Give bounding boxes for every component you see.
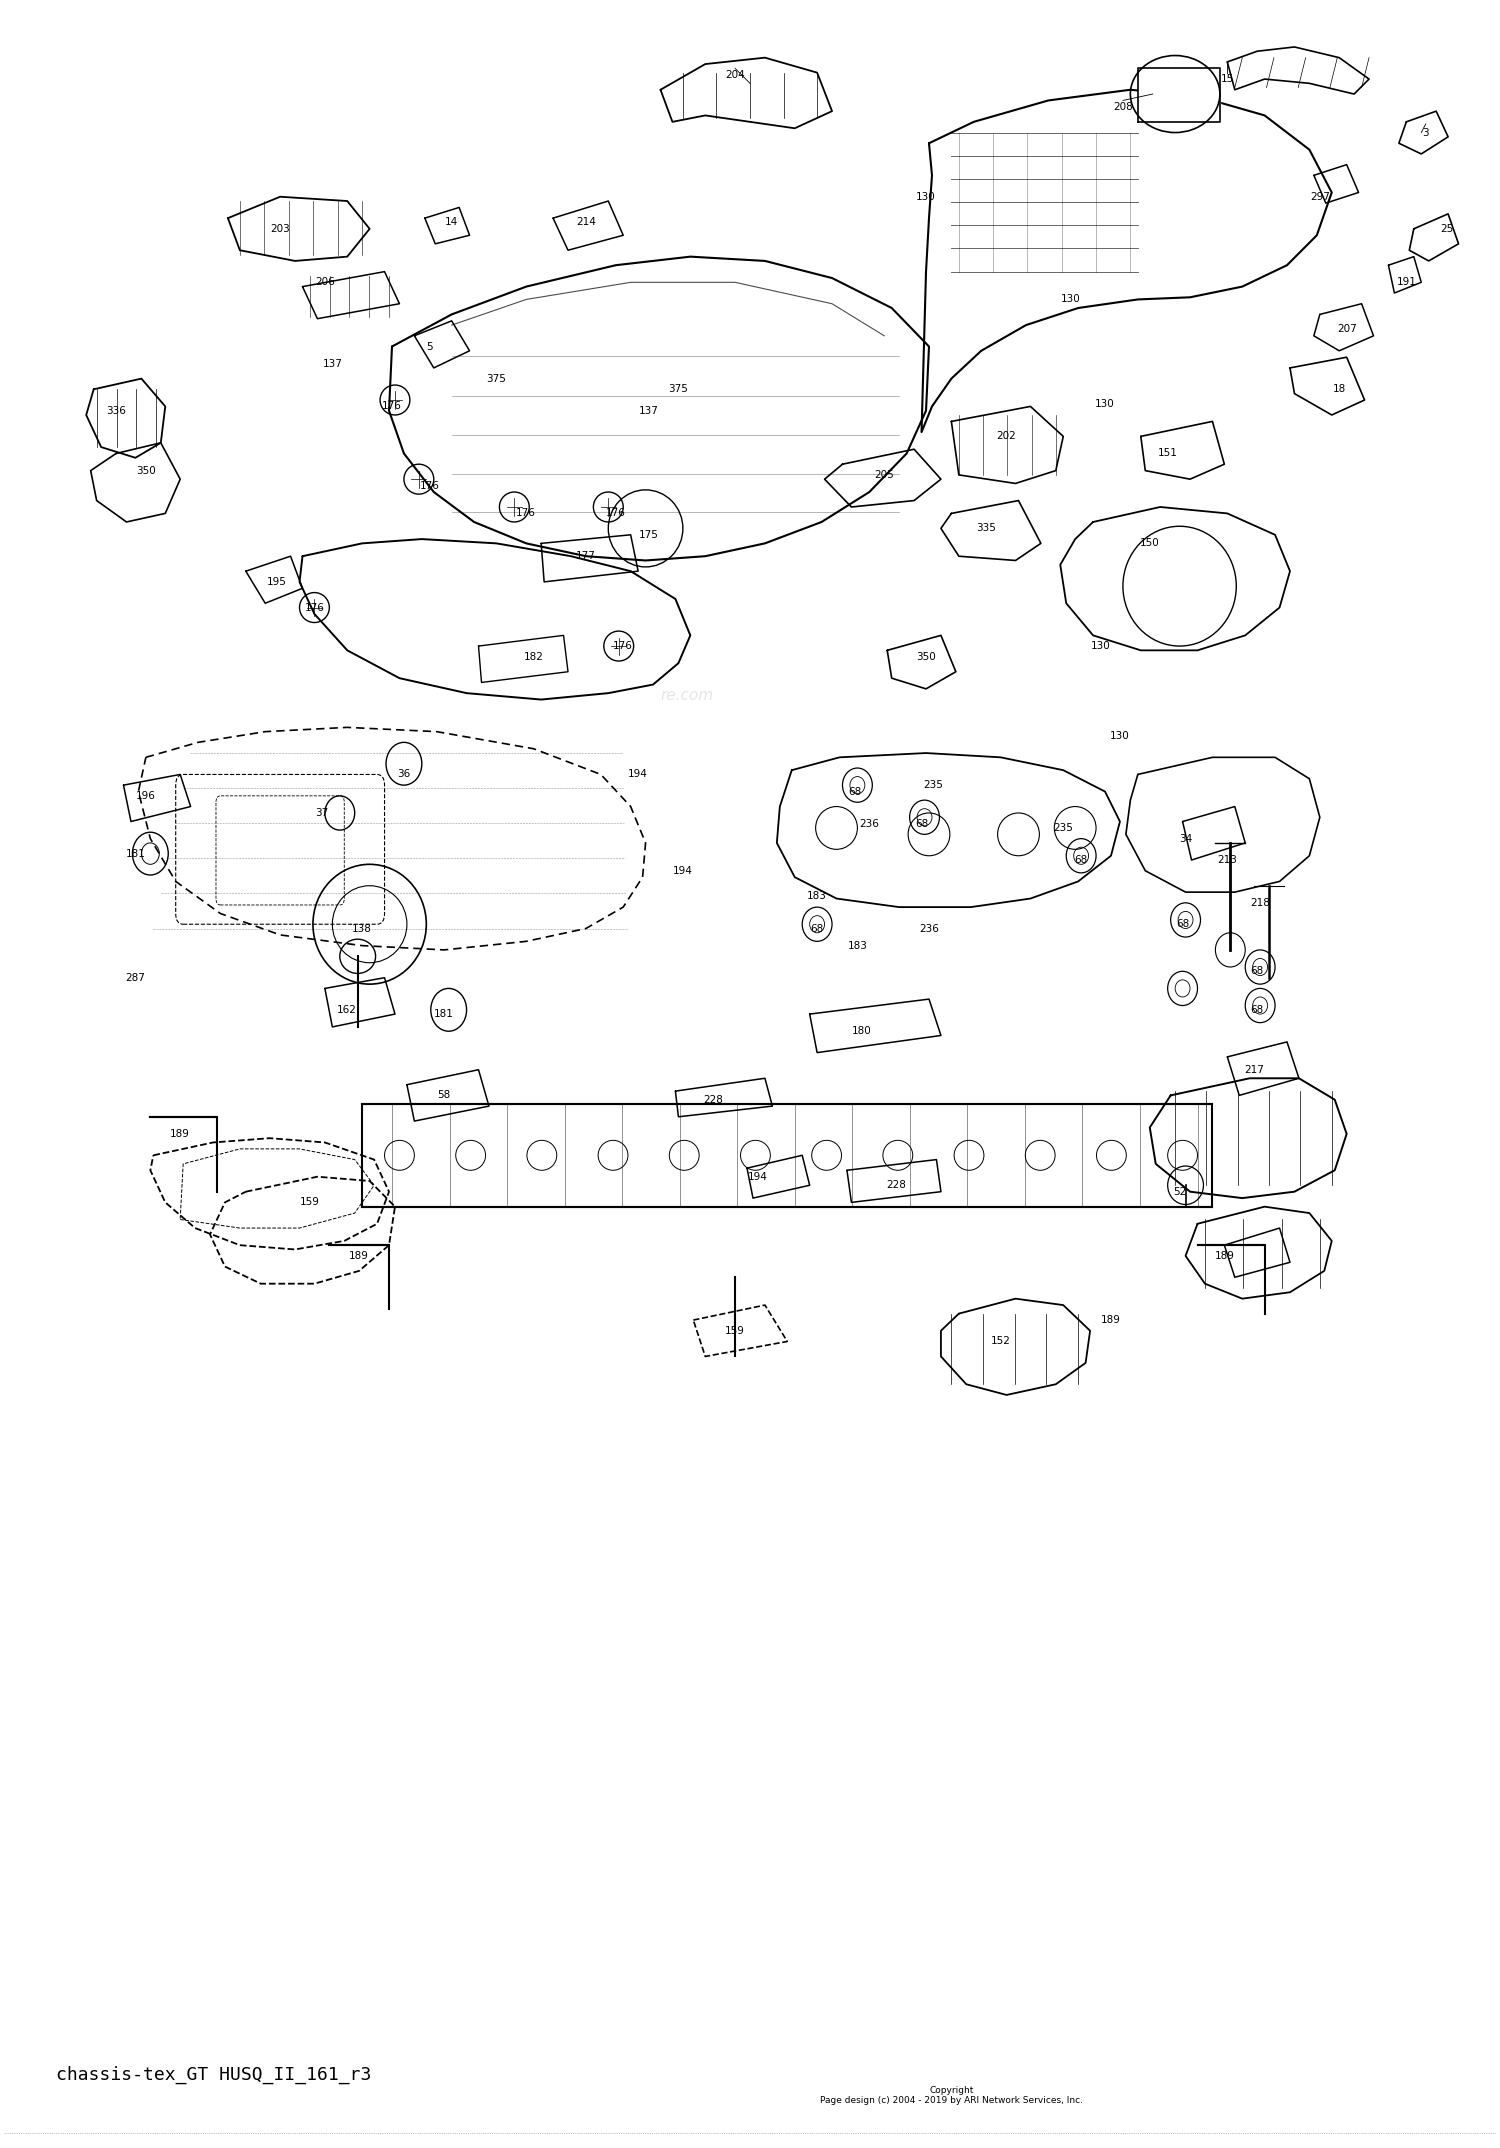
Text: 162: 162 <box>338 1005 357 1014</box>
Text: 189: 189 <box>1101 1315 1120 1325</box>
Text: 177: 177 <box>576 552 596 561</box>
Text: 68: 68 <box>810 924 824 934</box>
Text: 152: 152 <box>990 1336 1011 1347</box>
Text: 204: 204 <box>724 69 746 79</box>
Text: 181: 181 <box>435 1010 454 1018</box>
Text: 130: 130 <box>1110 730 1130 741</box>
Text: 217: 217 <box>1244 1065 1264 1074</box>
Text: 189: 189 <box>1215 1250 1234 1261</box>
Text: 375: 375 <box>669 384 688 395</box>
Text: 14: 14 <box>446 217 459 228</box>
Text: 182: 182 <box>524 651 543 662</box>
Text: 159: 159 <box>300 1196 320 1207</box>
Text: 68: 68 <box>1176 919 1190 930</box>
Text: 375: 375 <box>486 374 507 384</box>
Text: 189: 189 <box>350 1250 369 1261</box>
Text: Copyright
Page design (c) 2004 - 2019 by ARI Network Services, Inc.: Copyright Page design (c) 2004 - 2019 by… <box>821 2086 1083 2105</box>
Text: 235: 235 <box>924 780 944 790</box>
Text: 214: 214 <box>576 217 596 228</box>
Text: 68: 68 <box>847 786 861 797</box>
Text: 36: 36 <box>398 769 411 780</box>
Text: 37: 37 <box>315 808 328 818</box>
Text: 189: 189 <box>170 1130 190 1138</box>
Text: 235: 235 <box>1053 823 1072 833</box>
Text: 236: 236 <box>859 818 879 829</box>
Text: 202: 202 <box>996 432 1017 440</box>
Text: 176: 176 <box>382 402 402 412</box>
Text: 159: 159 <box>724 1325 746 1336</box>
Text: 175: 175 <box>639 531 658 539</box>
Text: 130: 130 <box>1095 400 1114 410</box>
Text: 297: 297 <box>1310 191 1330 202</box>
Text: 191: 191 <box>1396 277 1416 288</box>
Text: 176: 176 <box>516 509 536 518</box>
Text: 137: 137 <box>639 406 658 417</box>
Text: 176: 176 <box>420 481 440 490</box>
Text: 194: 194 <box>628 769 648 780</box>
Text: 68: 68 <box>1251 1005 1264 1014</box>
Text: 205: 205 <box>874 470 894 479</box>
Text: 130: 130 <box>1090 640 1110 651</box>
Text: 218: 218 <box>1250 898 1270 909</box>
Text: 130: 130 <box>1060 294 1080 305</box>
Text: 195: 195 <box>267 578 286 586</box>
Text: 3: 3 <box>1422 127 1430 137</box>
Text: 176: 176 <box>614 640 633 651</box>
Text: 213: 213 <box>1218 855 1237 866</box>
Text: 138: 138 <box>352 924 372 934</box>
Text: 228: 228 <box>704 1095 723 1104</box>
Text: 350: 350 <box>916 651 936 662</box>
Text: 15: 15 <box>1221 73 1234 84</box>
Text: 196: 196 <box>136 790 156 801</box>
Text: 207: 207 <box>1336 324 1356 335</box>
Text: 176: 176 <box>304 604 324 612</box>
Text: 183: 183 <box>807 891 826 902</box>
Text: 181: 181 <box>126 848 146 859</box>
Text: 176: 176 <box>606 509 625 518</box>
Text: 228: 228 <box>886 1179 906 1190</box>
Text: chassis-tex_GT HUSQ_II_161_r3: chassis-tex_GT HUSQ_II_161_r3 <box>57 2066 372 2084</box>
Text: 34: 34 <box>1179 833 1192 844</box>
Text: 130: 130 <box>916 191 936 202</box>
Text: 194: 194 <box>674 866 693 876</box>
Text: 194: 194 <box>747 1171 768 1181</box>
Text: 18: 18 <box>1332 384 1346 395</box>
Text: 151: 151 <box>1158 449 1178 458</box>
Text: 180: 180 <box>852 1027 871 1035</box>
Text: 25: 25 <box>1440 223 1454 234</box>
Text: 68: 68 <box>915 818 928 829</box>
Text: 68: 68 <box>1074 855 1088 866</box>
Text: 52: 52 <box>1173 1186 1186 1196</box>
Text: 206: 206 <box>315 277 334 288</box>
Text: 68: 68 <box>1251 967 1264 977</box>
Text: 183: 183 <box>847 941 867 952</box>
Text: 350: 350 <box>136 466 156 475</box>
Text: 5: 5 <box>426 342 432 352</box>
Text: re.com: re.com <box>660 687 714 702</box>
Text: 150: 150 <box>1140 539 1160 548</box>
Text: 208: 208 <box>1113 101 1132 112</box>
Text: 287: 287 <box>126 973 146 984</box>
Text: 137: 137 <box>322 359 342 369</box>
Text: 236: 236 <box>920 924 939 934</box>
Text: 336: 336 <box>106 406 126 417</box>
Polygon shape <box>1138 73 1220 122</box>
Text: 335: 335 <box>975 524 996 533</box>
Text: 58: 58 <box>438 1091 452 1100</box>
Text: 203: 203 <box>270 223 290 234</box>
